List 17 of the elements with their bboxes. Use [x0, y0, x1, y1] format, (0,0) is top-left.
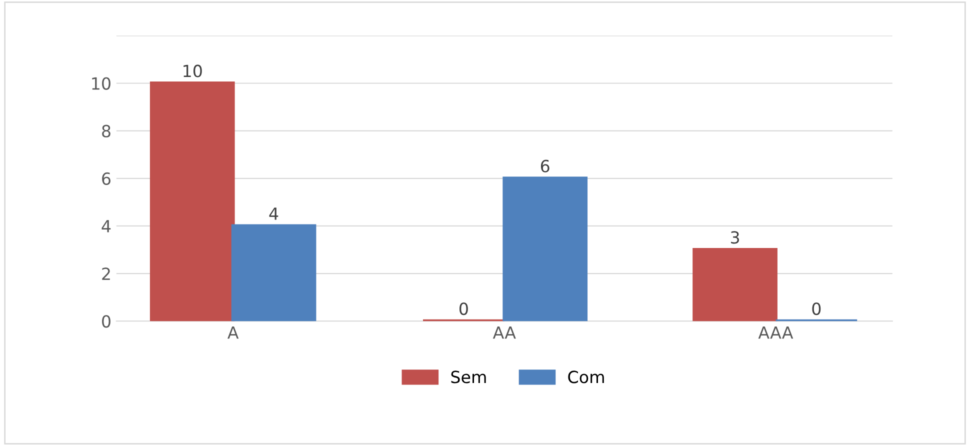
y-tick-label: 0 — [102, 315, 110, 328]
data-label: 3 — [731, 231, 739, 244]
x-tick-label: A — [228, 326, 239, 339]
y-tick-label: 4 — [102, 220, 111, 232]
y-tick-label: 10 — [92, 77, 110, 90]
data-label: 0 — [812, 302, 821, 316]
y-tick-label: 2 — [102, 268, 110, 280]
x-tick-label: AA — [492, 326, 516, 339]
data-label: 6 — [540, 160, 550, 172]
data-label: 10 — [184, 64, 202, 78]
data-label: 0 — [460, 302, 468, 316]
legend-label: Sem — [451, 370, 486, 384]
y-tick-label: 8 — [102, 124, 110, 138]
legend-label: Com — [568, 370, 604, 384]
y-tick-label: 6 — [102, 172, 110, 185]
data-label: 4 — [269, 208, 278, 220]
x-tick-label: AAA — [758, 326, 794, 339]
